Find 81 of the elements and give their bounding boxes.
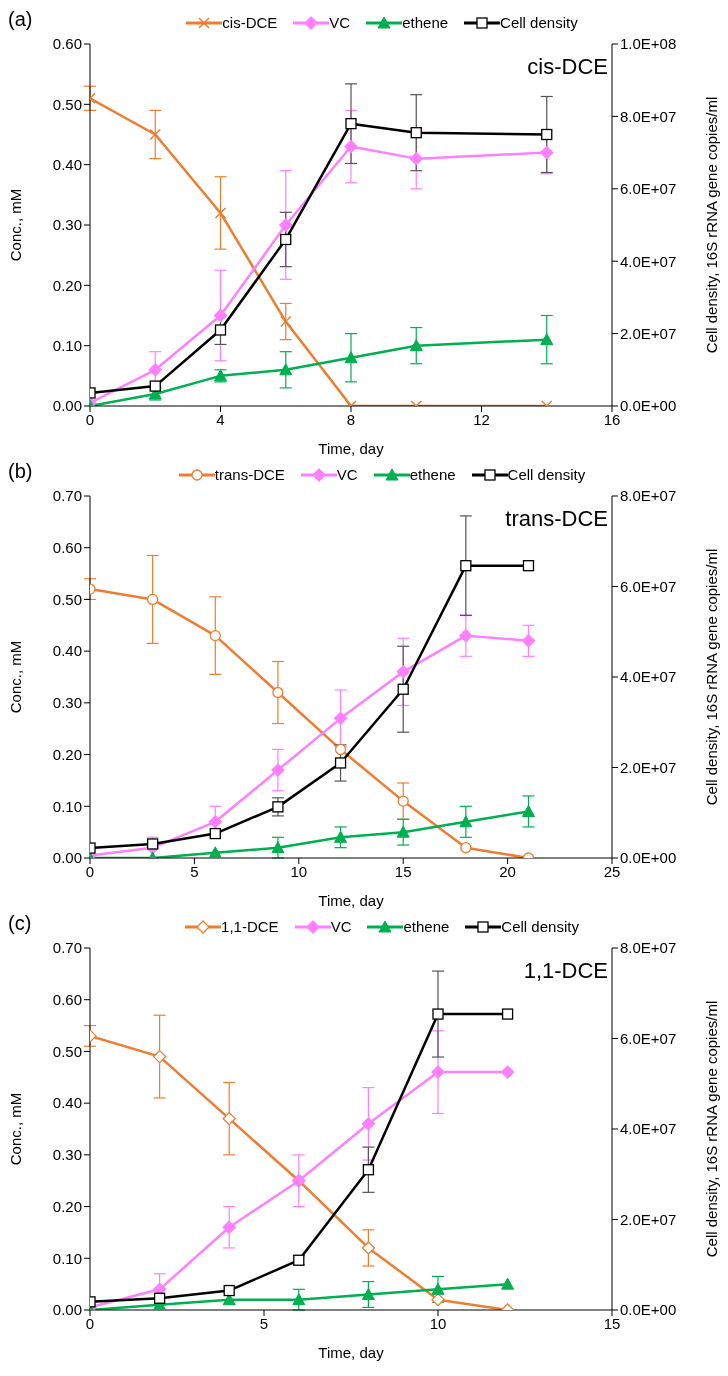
x-tick-label: 12 [473, 410, 490, 428]
y2-tick-label: 2.0E+07 [620, 1210, 677, 1228]
y2-tick-label: 2.0E+07 [620, 324, 677, 342]
y-tick-label: 0.40 [52, 155, 82, 173]
legend-label: Cell density [500, 14, 578, 31]
text: (b) [8, 460, 33, 483]
legend-label: VC [329, 14, 351, 31]
y-tick-label: 0.10 [52, 336, 82, 354]
y-tick-label: 0.40 [52, 1094, 82, 1112]
y-tick-label: 0.20 [52, 745, 82, 763]
y2-tick-label: 8.0E+07 [620, 107, 677, 125]
legend-label: ethene [402, 14, 449, 31]
y-tick-label: 0.50 [52, 1042, 82, 1060]
x-tick-label: 10 [429, 1314, 447, 1332]
y-tick-label: 0.00 [52, 1301, 82, 1319]
annotation: 1,1-DCE [523, 958, 608, 984]
legend-label: Cell density [507, 466, 586, 483]
x-tick-label: 25 [603, 862, 621, 880]
y2-axis-title: Cell density, 16S rRNA gene copies/ml [703, 96, 721, 354]
y-axis-title: Conc., mM [7, 1092, 25, 1166]
y-tick-label: 0.30 [52, 1146, 82, 1164]
x-tick-label: 0 [85, 862, 95, 880]
y-tick-label: 0.60 [52, 991, 82, 1009]
y2-axis-title: Cell density, 16S rRNA gene copies/ml [703, 548, 721, 806]
x-axis-title: Time, day [318, 440, 385, 457]
x-tick-label: 10 [290, 862, 308, 880]
y2-axis-title: Cell density, 16S rRNA gene copies/ml [703, 1000, 721, 1258]
y-tick-label: 0.70 [52, 939, 82, 957]
x-tick-label: 8 [346, 410, 356, 428]
legend-label: Cell density [501, 918, 579, 935]
y2-tick-label: 6.0E+07 [620, 180, 677, 198]
y-axis-title: Conc., mM [7, 188, 25, 262]
legend-label: ethene [409, 466, 456, 483]
y-axis-title: Conc., mM [7, 640, 25, 714]
x-tick-label: 15 [394, 862, 412, 880]
y-tick-label: 0.00 [52, 849, 82, 867]
legend-label: trans-DCE [214, 466, 285, 483]
y2-tick-label: 0.0E+00 [620, 1301, 677, 1319]
x-axis-title: Time, day [318, 1344, 385, 1361]
x-tick-label: 16 [603, 410, 621, 428]
y-tick-label: 0.70 [52, 487, 82, 505]
legend-label: VC [336, 466, 358, 483]
text: (a) [8, 8, 33, 31]
y-tick-label: 0.30 [52, 694, 82, 712]
y-tick-label: 0.50 [52, 95, 82, 113]
y2-tick-label: 0.0E+00 [620, 397, 677, 415]
x-axis-title: Time, day [318, 892, 385, 909]
legend-label: ethene [403, 918, 450, 935]
y-tick-label: 0.00 [52, 397, 82, 415]
y-tick-label: 0.10 [52, 1249, 82, 1267]
x-tick-label: 0 [85, 1314, 95, 1332]
x-tick-label: 20 [499, 862, 516, 880]
y-tick-label: 0.60 [52, 539, 82, 557]
y-tick-label: 0.20 [52, 1197, 82, 1215]
y-tick-label: 0.50 [52, 590, 82, 608]
y-tick-label: 0.20 [52, 276, 82, 294]
y2-tick-label: 0.0E+00 [620, 849, 677, 867]
y-tick-label: 0.60 [52, 35, 82, 53]
x-tick-label: 4 [216, 410, 225, 428]
y2-tick-label: 4.0E+07 [620, 668, 677, 686]
x-tick-label: 0 [85, 410, 95, 428]
y2-tick-label: 6.0E+07 [620, 577, 677, 595]
text: (c) [8, 912, 32, 935]
legend-label: 1,1-DCE [221, 918, 279, 935]
y2-tick-label: 2.0E+07 [620, 758, 677, 776]
x-tick-label: 15 [603, 1314, 621, 1332]
y2-tick-label: 4.0E+07 [620, 252, 677, 270]
y2-tick-label: 1.0E+08 [620, 35, 677, 53]
y-tick-label: 0.30 [52, 216, 82, 234]
annotation: trans-DCE [505, 506, 608, 532]
legend-label: VC [330, 918, 352, 935]
legend-label: cis-DCE [222, 14, 278, 31]
y2-tick-label: 8.0E+07 [620, 939, 677, 957]
y-tick-label: 0.10 [52, 797, 82, 815]
y2-tick-label: 4.0E+07 [620, 1120, 677, 1138]
x-tick-label: 5 [259, 1314, 269, 1332]
y-tick-label: 0.40 [52, 642, 82, 660]
y2-tick-label: 6.0E+07 [620, 1029, 677, 1047]
y2-tick-label: 8.0E+07 [620, 487, 677, 505]
annotation: cis-DCE [527, 54, 608, 80]
x-tick-label: 5 [190, 862, 199, 880]
